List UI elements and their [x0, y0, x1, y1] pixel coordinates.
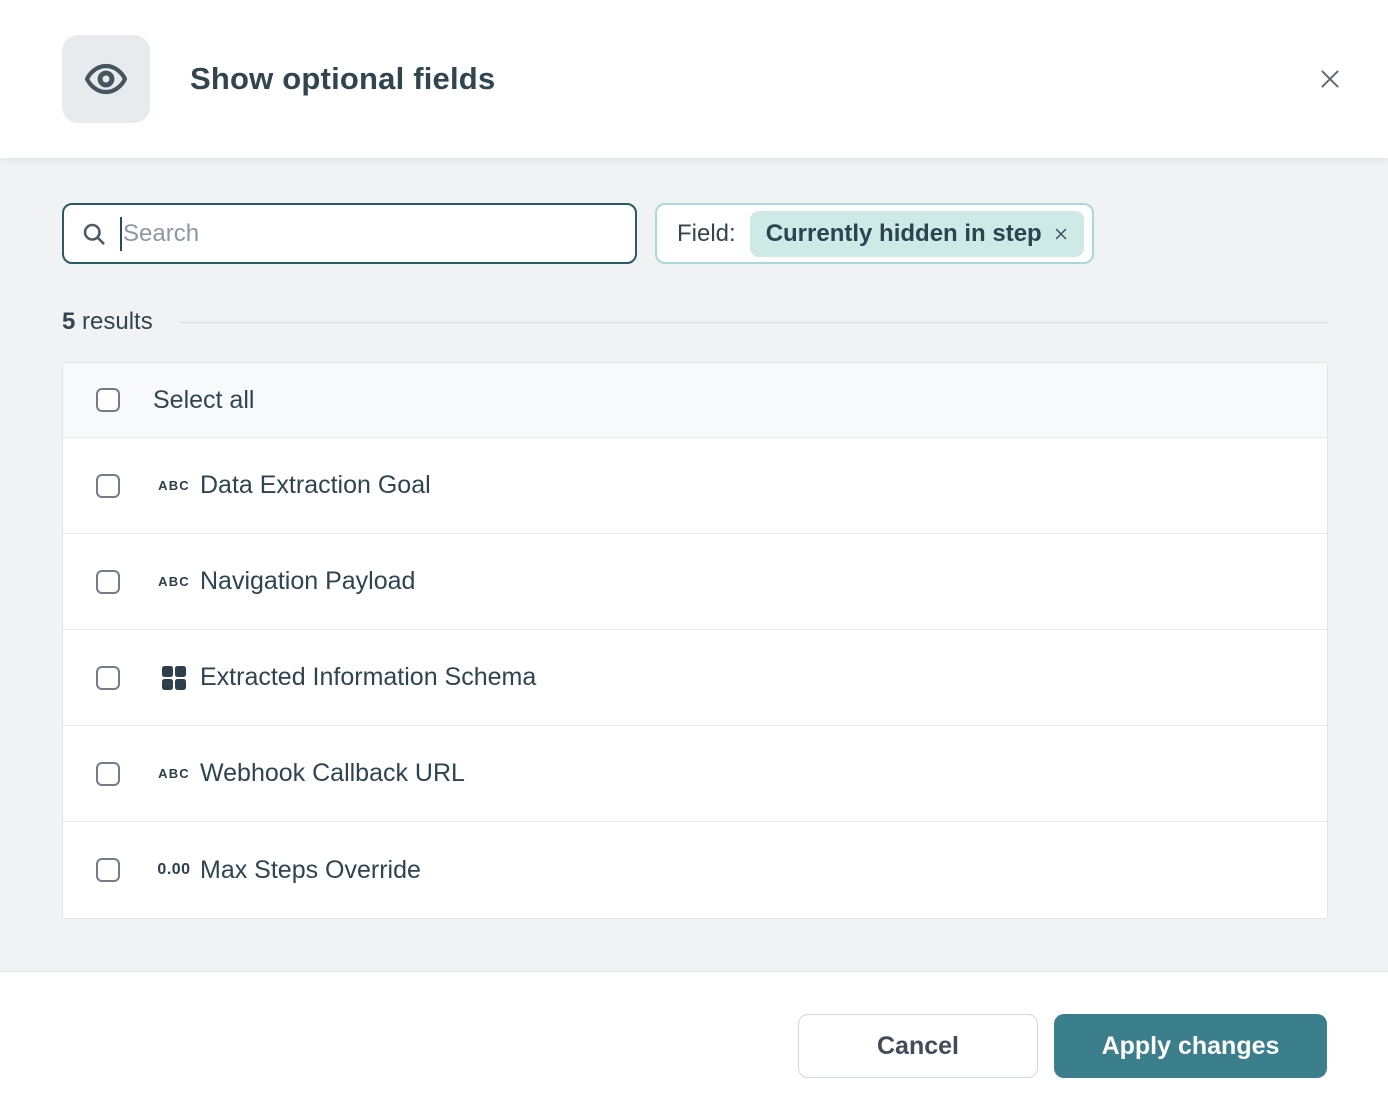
list-item[interactable]: ABC Data Extraction Goal — [63, 438, 1327, 534]
list-item[interactable]: Extracted Information Schema — [63, 630, 1327, 726]
search-box[interactable] — [62, 203, 637, 264]
cancel-button[interactable]: Cancel — [798, 1014, 1038, 1078]
item-checkbox[interactable] — [96, 569, 120, 594]
select-all-checkbox[interactable] — [96, 388, 120, 412]
field-filter: Field: Currently hidden in step — [655, 203, 1094, 264]
remove-filter-icon[interactable] — [1052, 225, 1070, 243]
results-row: 5 results — [62, 308, 1328, 336]
item-label: Webhook Callback URL — [200, 759, 465, 787]
filter-label: Field: — [677, 219, 736, 247]
dialog-body: Field: Currently hidden in step 5 result… — [0, 158, 1388, 972]
search-input[interactable] — [123, 219, 619, 248]
select-all-label: Select all — [153, 385, 255, 414]
item-checkbox[interactable] — [96, 473, 120, 498]
results-divider — [178, 321, 1328, 323]
number-field-icon: 0.00 — [157, 861, 191, 878]
dialog-footer: Cancel Apply changes — [0, 972, 1388, 1120]
controls-row: Field: Currently hidden in step — [62, 203, 1328, 264]
text-caret — [120, 216, 122, 251]
item-label: Data Extraction Goal — [200, 471, 431, 499]
item-checkbox[interactable] — [96, 761, 120, 786]
item-label: Max Steps Override — [200, 855, 421, 884]
apply-changes-button[interactable]: Apply changes — [1054, 1014, 1327, 1078]
text-field-icon: ABC — [158, 478, 190, 493]
select-all-row[interactable]: Select all — [63, 363, 1327, 438]
eye-icon — [62, 35, 150, 123]
close-icon[interactable] — [1308, 57, 1352, 101]
dialog-header: Show optional fields — [0, 0, 1388, 158]
list-item[interactable]: 0.00 Max Steps Override — [63, 822, 1327, 918]
search-icon — [83, 223, 105, 245]
results-count: 5 — [62, 308, 76, 335]
list-rows: ABC Data Extraction Goal ABC Navigation Pay… — [63, 438, 1327, 918]
optional-fields-list: Select all ABC Data Extraction Goal ABC Nav… — [62, 362, 1328, 919]
filter-chip[interactable]: Currently hidden in step — [749, 210, 1084, 257]
item-label: Extracted Information Schema — [200, 663, 537, 691]
list-item[interactable]: ABC Webhook Callback URL — [63, 726, 1327, 822]
page-title: Show optional fields — [190, 61, 496, 96]
list-item[interactable]: ABC Navigation Payload — [63, 534, 1327, 630]
results-label: results — [82, 308, 153, 335]
text-field-icon: ABC — [158, 574, 190, 589]
results-summary: 5 results — [62, 308, 153, 336]
schema-grid-icon — [150, 665, 198, 690]
item-checkbox[interactable] — [96, 665, 120, 690]
text-field-icon: ABC — [158, 766, 190, 781]
item-label: Navigation Payload — [200, 567, 416, 595]
filter-chip-value: Currently hidden in step — [765, 219, 1042, 247]
item-checkbox[interactable] — [96, 858, 120, 882]
